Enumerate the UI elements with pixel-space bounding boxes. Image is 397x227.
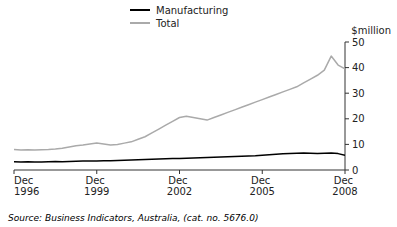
x-tick-label-line: 1996: [14, 186, 39, 197]
x-tick-label-line: 1999: [84, 186, 109, 197]
legend-label: Total: [155, 18, 179, 29]
x-tick-label-line: Dec: [251, 175, 274, 186]
legend-label: Manufacturing: [156, 5, 228, 16]
x-tick-label-line: 2008: [332, 186, 357, 197]
y-tick-label: 20: [352, 113, 365, 124]
x-tick-label: Dec 1999: [84, 175, 109, 197]
x-tick-label-line: 2005: [250, 186, 275, 197]
series-line: [14, 56, 345, 150]
x-tick-label-line: Dec: [14, 175, 37, 186]
x-tick-label-line: Dec: [168, 175, 191, 186]
x-tick-label-line: 2002: [167, 186, 192, 197]
x-tick-label: Dec 2008: [332, 175, 357, 197]
plot-area: [14, 56, 345, 162]
y-tick: [345, 170, 349, 171]
y-axis-label: $million: [351, 25, 391, 36]
source-text: Source: Business Indicators, Australia, …: [8, 213, 258, 223]
x-tick: [262, 170, 263, 174]
chart: 01020304050$millionDec 1996Dec 1999Dec 2…: [0, 0, 397, 227]
y-tick-label: 30: [352, 88, 365, 99]
x-tick-label-line: Dec: [334, 175, 357, 186]
series-line: [14, 153, 345, 162]
y-axis: [345, 42, 346, 170]
x-tick: [345, 170, 346, 174]
x-tick: [14, 170, 15, 174]
y-tick: [345, 42, 349, 43]
x-tick: [96, 170, 97, 174]
y-tick: [345, 67, 349, 68]
y-tick-label: 10: [352, 139, 365, 150]
x-tick: [179, 170, 180, 174]
legend-swatch: [130, 9, 150, 11]
y-tick-label: 50: [352, 37, 365, 48]
x-tick-label: Dec 1996: [14, 175, 39, 197]
y-tick: [345, 118, 349, 119]
y-tick-label: 40: [352, 62, 365, 73]
x-tick-label: Dec 2002: [167, 175, 192, 197]
x-tick-label-line: Dec: [85, 175, 108, 186]
x-tick-label: Dec 2005: [250, 175, 275, 197]
y-tick: [345, 144, 349, 145]
legend-swatch: [130, 22, 150, 24]
y-tick: [345, 93, 349, 94]
y-tick-label: 0: [352, 165, 358, 176]
